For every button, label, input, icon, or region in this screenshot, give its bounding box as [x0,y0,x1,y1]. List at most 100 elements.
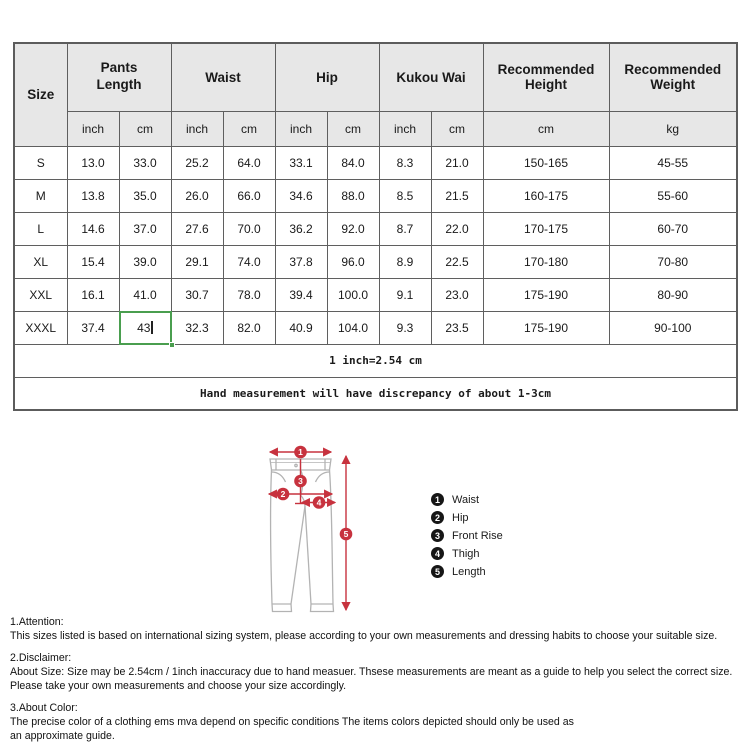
disclaimer-section: 2.Disclaimer: About Size: Size may be 2.… [10,651,750,693]
value-cell[interactable]: 37.4 [66,310,120,345]
value-cell[interactable]: 84.0 [326,145,380,180]
unit-waist-inch[interactable]: inch [170,110,224,147]
value-cell[interactable]: 8.3 [378,145,432,180]
table-row-l: L 14.6 37.0 27.6 70.0 36.2 92.0 8.7 22.0 170-175 6… [13,211,738,246]
size-chart-table: Size Pants Length Waist Hip Kukou Wai Re… [13,42,739,411]
unit-kukou-cm[interactable]: cm [430,110,484,147]
col-header-kukou-wai[interactable]: Kukou Wai [378,42,484,112]
size-cell-xxxl[interactable]: XXXL [13,310,68,345]
legend-item-waist: 1 Waist [431,493,503,506]
value-cell[interactable]: 41.0 [118,277,172,312]
attention-title: 1.Attention: [10,616,64,628]
unit-hip-inch[interactable]: inch [274,110,328,147]
value-cell[interactable]: 23.0 [430,277,484,312]
value-cell[interactable]: 8.7 [378,211,432,246]
marker-1-num: 1 [298,447,303,457]
size-cell-s[interactable]: S [13,145,68,180]
size-cell-xl[interactable]: XL [13,244,68,279]
value-cell[interactable]: 170-175 [482,211,610,246]
value-cell[interactable]: 25.2 [170,145,224,180]
note-inch-conversion[interactable]: 1 inch=2.54 cm [13,343,738,378]
value-cell[interactable]: 8.5 [378,178,432,213]
value-cell[interactable]: 80-90 [608,277,738,312]
table-row-xl: XL 15.4 39.0 29.1 74.0 37.8 96.0 8.9 22.5 170-180… [13,244,738,279]
value-cell[interactable]: 66.0 [222,178,276,213]
value-cell[interactable]: 150-165 [482,145,610,180]
value-cell[interactable]: 26.0 [170,178,224,213]
value-cell[interactable]: 39.4 [274,277,328,312]
value-cell[interactable]: 35.0 [118,178,172,213]
unit-rec-weight-kg[interactable]: kg [608,110,738,147]
value-cell[interactable]: 78.0 [222,277,276,312]
fill-handle[interactable] [168,341,175,348]
value-cell[interactable]: 21.0 [430,145,484,180]
value-cell[interactable]: 170-180 [482,244,610,279]
value-cell[interactable]: 13.8 [66,178,120,213]
value-cell[interactable]: 64.0 [222,145,276,180]
value-cell[interactable]: 60-70 [608,211,738,246]
value-cell[interactable]: 45-55 [608,145,738,180]
col-header-waist[interactable]: Waist [170,42,276,112]
col-header-hip[interactable]: Hip [274,42,380,112]
value-cell[interactable]: 33.1 [274,145,328,180]
value-cell[interactable]: 30.7 [170,277,224,312]
value-cell[interactable]: 37.0 [118,211,172,246]
note-hand-measurement[interactable]: Hand measurement will have discrepancy o… [13,376,738,411]
text-cursor [151,320,153,334]
value-cell[interactable]: 37.8 [274,244,328,279]
col-header-size[interactable]: Size [13,42,68,147]
value-cell[interactable]: 70-80 [608,244,738,279]
value-cell[interactable]: 40.9 [274,310,328,345]
value-cell[interactable]: 22.0 [430,211,484,246]
value-cell[interactable]: 96.0 [326,244,380,279]
value-cell[interactable]: 74.0 [222,244,276,279]
value-cell[interactable]: 29.1 [170,244,224,279]
size-cell-l[interactable]: L [13,211,68,246]
value-cell[interactable]: 39.0 [118,244,172,279]
value-cell[interactable]: 92.0 [326,211,380,246]
about-color-section: 3.About Color: The precise color of a cl… [10,701,750,743]
header-row-groups: Size Pants Length Waist Hip Kukou Wai Re… [13,42,738,147]
value-cell[interactable]: 88.0 [326,178,380,213]
size-cell-xxl[interactable]: XXL [13,277,68,312]
value-cell[interactable]: 22.5 [430,244,484,279]
unit-rec-height-cm[interactable]: cm [482,110,610,147]
unit-kukou-inch[interactable]: inch [378,110,432,147]
value-cell[interactable]: 23.5 [430,310,484,345]
value-cell[interactable]: 175-190 [482,310,610,345]
about-color-text-2: an approximate guide. [10,730,115,742]
value-cell[interactable]: 27.6 [170,211,224,246]
legend-dot-1: 1 [431,493,444,506]
unit-waist-cm[interactable]: cm [222,110,276,147]
unit-pants-length-cm[interactable]: cm [118,110,172,147]
value-cell[interactable]: 34.6 [274,178,328,213]
value-cell[interactable]: 9.1 [378,277,432,312]
legend-dot-3: 3 [431,529,444,542]
table-row-m: M 13.8 35.0 26.0 66.0 34.6 88.0 8.5 21.5 160-175 5… [13,178,738,213]
value-cell[interactable]: 104.0 [326,310,380,345]
unit-hip-cm[interactable]: cm [326,110,380,147]
active-editing-cell[interactable]: 43 [118,310,175,348]
col-header-pants-length[interactable]: Pants Length [66,42,172,112]
col-header-rec-height[interactable]: Recommended Height [482,42,610,112]
value-cell[interactable]: 160-175 [482,178,610,213]
value-cell[interactable]: 21.5 [430,178,484,213]
size-cell-m[interactable]: M [13,178,68,213]
value-cell[interactable]: 70.0 [222,211,276,246]
value-cell[interactable]: 55-60 [608,178,738,213]
value-cell[interactable]: 36.2 [274,211,328,246]
value-cell[interactable]: 82.0 [222,310,276,345]
value-cell[interactable]: 32.3 [170,310,224,345]
value-cell[interactable]: 14.6 [66,211,120,246]
value-cell[interactable]: 33.0 [118,145,172,180]
value-cell[interactable]: 8.9 [378,244,432,279]
value-cell[interactable]: 100.0 [326,277,380,312]
unit-pants-length-inch[interactable]: inch [66,110,120,147]
value-cell[interactable]: 90-100 [608,310,738,345]
value-cell[interactable]: 175-190 [482,277,610,312]
value-cell[interactable]: 9.3 [378,310,432,345]
value-cell[interactable]: 16.1 [66,277,120,312]
value-cell[interactable]: 13.0 [66,145,120,180]
value-cell[interactable]: 15.4 [66,244,120,279]
col-header-rec-weight[interactable]: Recommended Weight [608,42,738,112]
